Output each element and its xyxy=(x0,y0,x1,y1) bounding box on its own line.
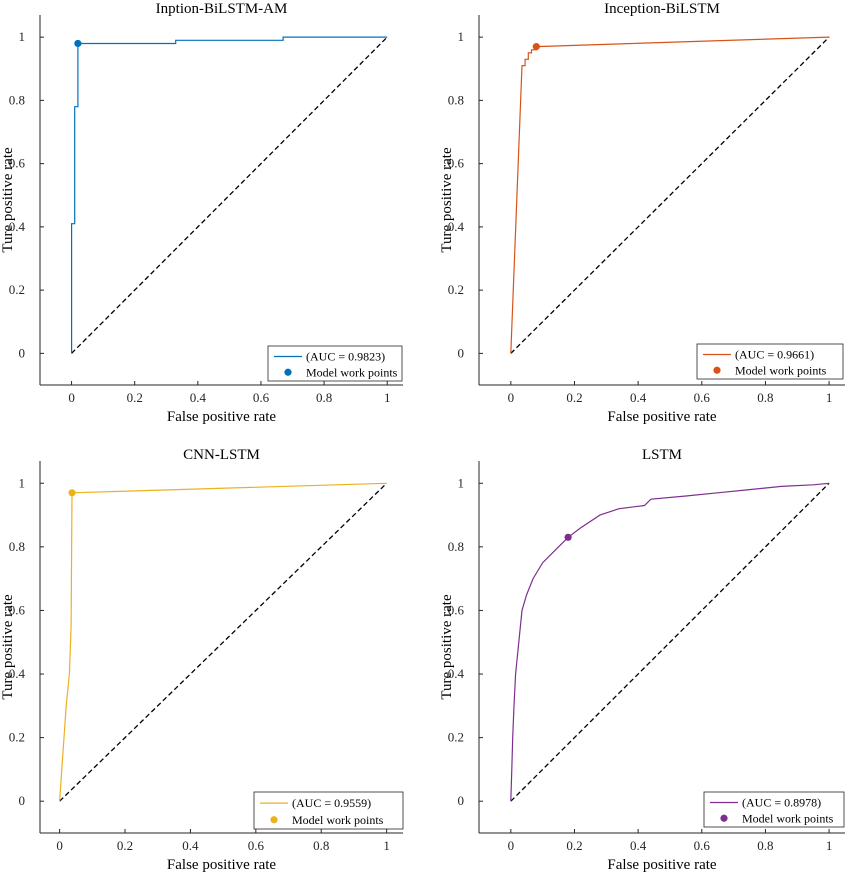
y-tick-label: 1 xyxy=(19,475,26,490)
x-tick-label: 0 xyxy=(508,390,515,405)
y-axis-label: Ture positive rate xyxy=(0,594,16,700)
legend-box xyxy=(696,343,844,380)
x-tick-label: 0.2 xyxy=(127,390,143,405)
x-tick-label: 0 xyxy=(56,838,63,853)
x-tick-label: 0.6 xyxy=(694,838,711,853)
roc-panel: 0 0.2 0.4 0.6 0.8 1 0 0.2 0.4 0.6 0.8 1 LSTM False po… xyxy=(439,447,845,873)
chart-title: Inption-BiLSTM-AM xyxy=(156,1,288,17)
x-tick-label: 0.2 xyxy=(117,838,133,853)
legend-label-auc: (AUC = 0.8978) xyxy=(742,796,821,810)
chance-diagonal-line xyxy=(71,36,388,354)
x-tick-label: 0.8 xyxy=(313,838,329,853)
y-tick-label: 0.2 xyxy=(9,730,25,745)
y-axis-label: Ture positive rate xyxy=(439,147,455,253)
x-tick-label: 0.6 xyxy=(694,390,711,405)
y-axis-label: Ture positive rate xyxy=(439,594,455,700)
chart-title: Inception-BiLSTM xyxy=(604,1,720,17)
legend-marker-swatch xyxy=(284,368,292,376)
x-axis-label: False positive rate xyxy=(607,409,716,425)
x-tick-label: 0.8 xyxy=(757,390,773,405)
legend-box xyxy=(253,791,404,830)
y-tick-label: 0.6 xyxy=(448,602,465,617)
roc-panel: 0 0.2 0.4 0.6 0.8 1 0 0.2 0.4 0.6 0.8 1 CNN-LSTM Fals… xyxy=(0,447,404,873)
chance-diagonal-line xyxy=(510,482,830,802)
y-tick-label: 0.6 xyxy=(448,156,465,171)
x-tick-label: 0.2 xyxy=(566,390,582,405)
legend-marker-swatch xyxy=(720,814,728,822)
legend-label-work-points: Model work points xyxy=(306,365,398,379)
work-point-marker xyxy=(68,489,76,497)
y-axis-label: Ture positive rate xyxy=(0,147,16,253)
x-tick-label: 0.6 xyxy=(248,838,265,853)
x-axis-label: False positive rate xyxy=(607,857,716,873)
y-tick-label: 0.4 xyxy=(448,666,465,681)
chart-title: CNN-LSTM xyxy=(183,447,260,463)
legend-box xyxy=(267,345,403,382)
y-tick-label: 0.2 xyxy=(448,282,464,297)
legend-label-auc: (AUC = 0.9823) xyxy=(306,350,385,364)
y-tick-label: 1 xyxy=(458,29,465,44)
y-tick-label: 1 xyxy=(19,29,26,44)
x-tick-label: 0.4 xyxy=(630,390,647,405)
work-point-marker xyxy=(74,39,82,48)
legend-label-work-points: Model work points xyxy=(742,811,834,825)
y-tick-label: 0.2 xyxy=(9,282,25,297)
y-tick-label: 0.8 xyxy=(9,92,25,107)
y-tick-label: 0.8 xyxy=(448,539,464,554)
legend-marker-swatch xyxy=(270,816,278,824)
x-tick-label: 0.6 xyxy=(253,390,270,405)
y-tick-label: 0 xyxy=(19,345,26,360)
x-tick-label: 0 xyxy=(508,838,515,853)
y-tick-label: 0.8 xyxy=(448,92,464,107)
work-point-marker xyxy=(532,43,540,51)
chart-title: LSTM xyxy=(642,447,682,463)
roc-panel: 0 0.2 0.4 0.6 0.8 1 0 0.2 0.4 0.6 0.8 1 Inption-BiLS… xyxy=(0,1,403,425)
chance-diagonal-line xyxy=(59,482,388,802)
y-tick-label: 0.4 xyxy=(9,219,26,234)
work-point-marker xyxy=(564,533,572,541)
roc-curve xyxy=(59,482,387,802)
x-tick-label: 0.8 xyxy=(757,838,773,853)
x-tick-label: 0.4 xyxy=(190,390,207,405)
roc-panel: 0 0.2 0.4 0.6 0.8 1 0 0.2 0.4 0.6 0.8 1 Inception-Bi… xyxy=(439,1,845,425)
legend-label-work-points: Model work points xyxy=(735,363,827,377)
chance-diagonal-line xyxy=(510,36,830,354)
legend-label-auc: (AUC = 0.9559) xyxy=(292,796,371,810)
y-tick-label: 0 xyxy=(458,793,465,808)
y-tick-label: 0.8 xyxy=(9,539,25,554)
x-tick-label: 0.4 xyxy=(630,838,647,853)
y-tick-label: 0.4 xyxy=(448,219,465,234)
legend-label-auc: (AUC = 0.9661) xyxy=(735,348,814,362)
x-tick-label: 0.4 xyxy=(182,838,199,853)
x-tick-label: 0 xyxy=(68,390,75,405)
y-tick-label: 0 xyxy=(458,345,465,360)
x-tick-label: 1 xyxy=(383,838,390,853)
roc-curve xyxy=(510,482,830,802)
x-tick-label: 1 xyxy=(826,838,833,853)
x-tick-label: 1 xyxy=(826,390,833,405)
y-tick-label: 0.6 xyxy=(9,156,26,171)
legend-box xyxy=(703,791,845,828)
y-tick-label: 0 xyxy=(19,793,26,808)
x-axis-label: False positive rate xyxy=(167,857,276,873)
x-tick-label: 1 xyxy=(384,390,391,405)
y-tick-label: 0.6 xyxy=(9,602,26,617)
x-tick-label: 0.8 xyxy=(316,390,332,405)
legend-label-work-points: Model work points xyxy=(292,813,384,827)
legend-marker-swatch xyxy=(713,366,721,374)
y-tick-label: 0.2 xyxy=(448,730,464,745)
y-tick-label: 1 xyxy=(458,475,465,490)
x-axis-label: False positive rate xyxy=(167,409,276,425)
y-tick-label: 0.4 xyxy=(9,666,26,681)
x-tick-label: 0.2 xyxy=(566,838,582,853)
